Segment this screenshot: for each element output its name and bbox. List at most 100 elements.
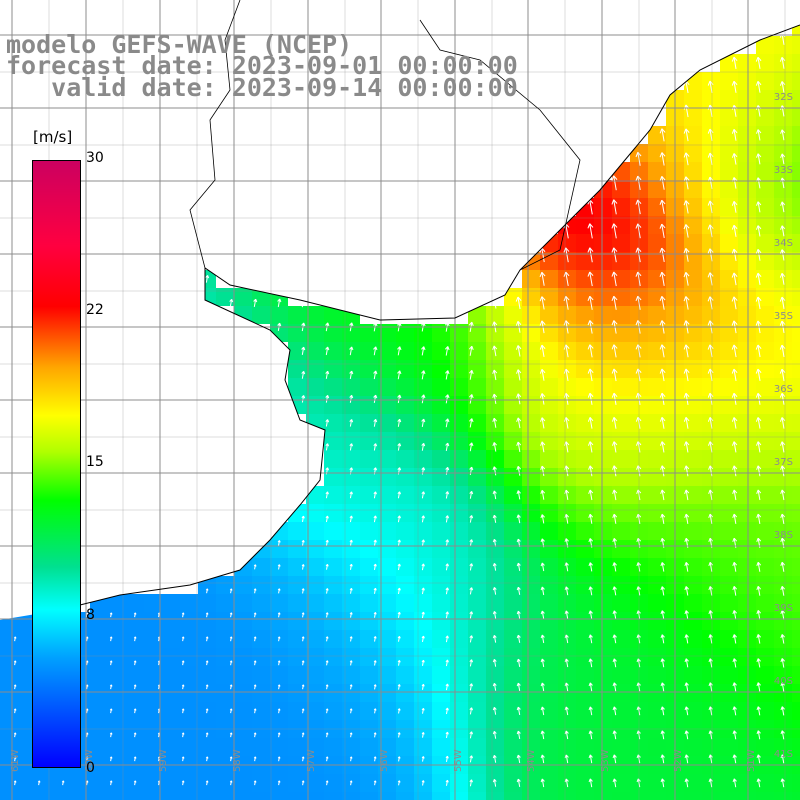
wind-arrow: [565, 344, 569, 358]
wind-arrow: [781, 586, 785, 596]
wind-arrow: [541, 658, 545, 668]
wind-arrow: [661, 610, 665, 620]
lon-label: 57W: [306, 749, 317, 772]
wind-arrow: [781, 465, 785, 477]
wind-arrow: [661, 296, 665, 310]
wind-arrow: [493, 779, 497, 787]
wind-arrow: [517, 611, 521, 619]
wind-arrow: [613, 658, 617, 668]
wind-arrow: [517, 563, 521, 571]
wind-arrow: [565, 658, 569, 668]
wind-arrow: [757, 465, 761, 477]
wind-arrow: [781, 129, 785, 141]
wind-arrow: [445, 539, 449, 547]
wind-arrow: [565, 223, 569, 239]
wind-arrow: [661, 514, 665, 524]
wind-arrow: [349, 539, 353, 547]
wind-arrow: [325, 395, 329, 403]
wind-arrow: [757, 129, 761, 141]
wind-arrow: [709, 562, 713, 572]
wind-arrow: [733, 514, 737, 524]
wind-arrow: [709, 105, 713, 117]
wind-arrow: [589, 368, 593, 382]
wind-arrow: [709, 778, 713, 788]
wind-arrow: [421, 636, 425, 642]
wind-arrow: [733, 201, 737, 213]
wind-arrow: [541, 272, 545, 286]
wind-arrow: [709, 153, 713, 165]
wind-arrow: [469, 635, 473, 643]
wind-arrow: [661, 706, 665, 716]
wind-arrow: [565, 730, 569, 740]
wind-arrow: [397, 539, 401, 547]
wind-arrow: [781, 393, 785, 405]
wind-arrow: [685, 610, 689, 620]
wind-arrow: [685, 682, 689, 692]
wind-arrow: [613, 296, 617, 310]
wind-arrow: [685, 128, 689, 142]
wind-arrow: [493, 394, 497, 404]
wind-arrow: [709, 634, 713, 644]
wind-arrow: [781, 297, 785, 309]
wind-arrow: [589, 778, 593, 788]
wind-arrow: [733, 177, 737, 189]
wind-arrow: [709, 730, 713, 740]
wind-arrow: [757, 706, 761, 716]
wind-arrow: [781, 441, 785, 453]
colorbar-tick-30: 30: [86, 150, 104, 166]
wind-arrow: [469, 683, 473, 691]
wind-arrow: [733, 81, 737, 93]
wind-arrow: [421, 515, 425, 523]
wind-arrow: [757, 273, 761, 285]
wind-arrow: [493, 635, 497, 643]
wind-arrow: [757, 201, 761, 213]
wind-arrow: [469, 418, 473, 428]
wind-arrow: [589, 271, 593, 287]
wind-arrow: [565, 247, 569, 263]
wind-arrow: [325, 443, 329, 451]
wind-arrow: [373, 419, 377, 427]
wind-arrow: [757, 514, 761, 524]
wind-arrow: [781, 730, 785, 740]
wind-arrow: [661, 489, 665, 501]
wind-arrow: [541, 634, 545, 644]
wind-arrow: [781, 682, 785, 692]
wind-arrow: [757, 105, 761, 117]
wind-arrow: [541, 393, 545, 405]
wind-arrow: [397, 563, 401, 571]
wind-arrow: [733, 562, 737, 572]
wind-arrow: [685, 778, 689, 788]
wind-arrow: [685, 104, 689, 118]
wind-arrow: [733, 465, 737, 477]
wind-arrow: [493, 731, 497, 739]
wind-arrow: [661, 272, 665, 286]
wind-arrow: [469, 587, 473, 595]
wind-arrow: [325, 371, 329, 379]
wind-arrow: [589, 223, 593, 239]
wind-arrow: [781, 273, 785, 285]
wind-arrow: [517, 417, 521, 429]
wind-arrow: [589, 634, 593, 644]
wind-arrow: [469, 779, 473, 787]
wind-arrow: [661, 778, 665, 788]
wind-arrow: [685, 441, 689, 453]
wind-arrow: [613, 465, 617, 477]
wind-arrow: [469, 515, 473, 523]
wind-arrow: [565, 271, 569, 287]
wind-arrow: [709, 417, 713, 429]
coastline: [59, 0, 800, 611]
wind-arrow: [517, 707, 521, 715]
wind-arrow: [349, 515, 353, 523]
wind-arrow: [565, 754, 569, 764]
wind-arrow: [685, 634, 689, 644]
lon-label: 61W: [10, 749, 21, 772]
wind-arrow: [709, 248, 713, 262]
lat-label: 32S: [774, 92, 793, 103]
wind-arrow: [661, 658, 665, 668]
wind-arrow: [781, 57, 785, 69]
wind-arrow: [397, 419, 401, 427]
wind-arrow: [325, 515, 329, 523]
wind-arrow: [757, 369, 761, 381]
wind-arrow: [613, 368, 617, 382]
